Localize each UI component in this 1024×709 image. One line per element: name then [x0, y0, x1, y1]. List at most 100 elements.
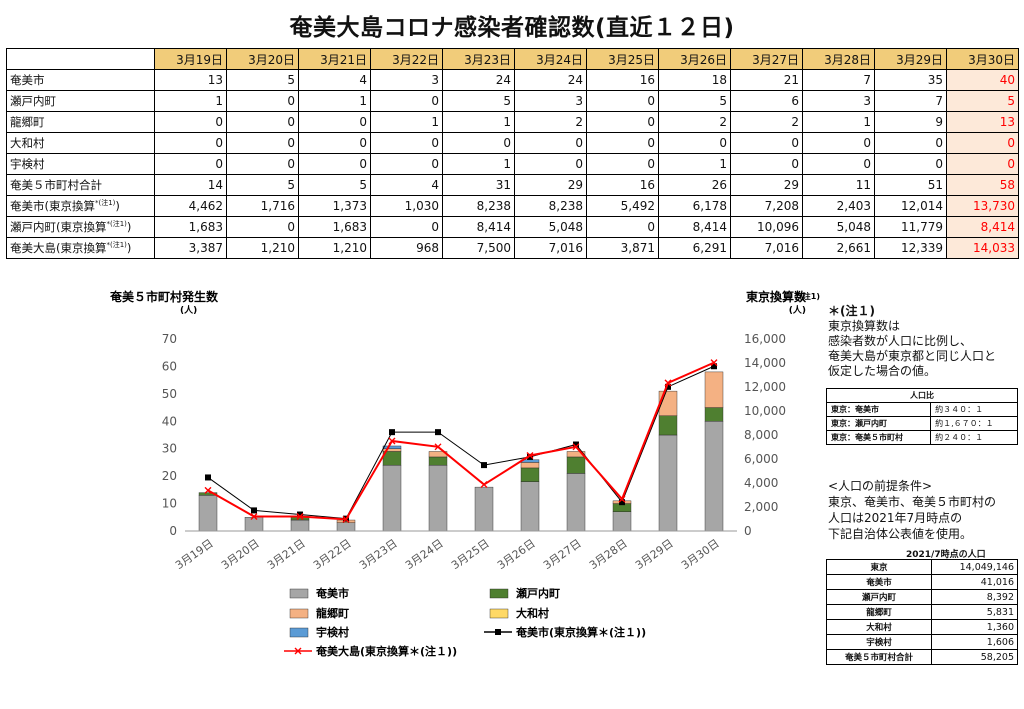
table-cell: 1: [370, 111, 443, 133]
row-label-text: 奄美市(東京換算: [10, 199, 95, 213]
ratio-value: 約３４０：１: [930, 402, 1018, 417]
table-cell: 6: [730, 90, 803, 112]
date-header: 3月30日: [946, 48, 1019, 70]
premise-line: 東京、奄美市、奄美５市町村の: [828, 495, 997, 509]
population-value: 58,205: [931, 649, 1018, 665]
table-cell: 24: [442, 69, 515, 91]
row-label-text: 奄美５市町村合計: [10, 178, 102, 192]
right-axis-unit: (人): [789, 304, 806, 316]
bar-segment: [474, 486, 494, 532]
table-cell: 1,373: [298, 195, 371, 217]
row-label: 奄美市: [6, 69, 155, 91]
bar-segment: [382, 445, 402, 449]
population-row: 奄美市 41,016: [825, 574, 1018, 590]
table-cell: 1,210: [298, 237, 371, 259]
table-cell: 8,238: [442, 195, 515, 217]
table-cell: 0: [946, 153, 1019, 175]
line-point: [389, 429, 395, 436]
table-cell: 4: [370, 174, 443, 196]
table-cell: 0: [586, 132, 659, 154]
bar-segment: [428, 456, 448, 466]
x-tick-label: 3月20日: [219, 537, 262, 572]
table-cell: 7: [874, 90, 947, 112]
date-header: 3月22日: [370, 48, 443, 70]
table-cell: 13: [154, 69, 227, 91]
right-tick-label: 16,000: [744, 332, 786, 346]
table-cell: 29: [730, 174, 803, 196]
date-header: 3月23日: [442, 48, 515, 70]
table-cell: 1: [442, 153, 515, 175]
x-tick-label: 3月24日: [403, 537, 446, 572]
table-cell: 1,716: [226, 195, 299, 217]
table-cell: 40: [946, 69, 1019, 91]
table-cell: 968: [370, 237, 443, 259]
population-row: 瀬戸内町 8,392: [825, 589, 1018, 605]
row-label: 奄美５市町村合計: [6, 174, 155, 196]
table-row: 奄美市 13 5 4 3 24 24 16 18 21 7 35 40: [6, 69, 1019, 91]
table-cell: 7,016: [514, 237, 587, 259]
table-cell: 0: [154, 111, 227, 133]
line-point: [526, 452, 534, 460]
date-header-row: 3月19日 3月20日 3月21日 3月22日 3月23日 3月24日 3月25…: [6, 48, 1019, 70]
line-point: [435, 429, 441, 436]
table-cell: 5: [658, 90, 731, 112]
table-cell: 51: [874, 174, 947, 196]
bar-segment: [566, 451, 586, 458]
table-cell: 58: [946, 174, 1019, 196]
bar-segment: [520, 481, 540, 532]
table-cell: 31: [442, 174, 515, 196]
table-cell: 1,030: [370, 195, 443, 217]
line-point: [250, 512, 258, 520]
bar-segment: [244, 517, 264, 532]
table-cell: 10,096: [730, 216, 803, 238]
table-cell: 12,339: [874, 237, 947, 259]
table-cell: 1: [442, 111, 515, 133]
bar-segment: [658, 415, 678, 436]
table-row: 奄美大島(東京換算*(注1)) 3,387 1,210 1,210 968 7,500 7,…: [6, 237, 1019, 259]
row-label-close: ): [126, 220, 132, 234]
table-cell: 2,403: [802, 195, 875, 217]
table-cell: 0: [514, 153, 587, 175]
left-tick-label: 70: [162, 332, 177, 346]
table-cell: 5,048: [514, 216, 587, 238]
row-label: 瀬戸内町: [6, 90, 155, 112]
line-point: [205, 474, 211, 481]
table-cell: 0: [226, 90, 299, 112]
table-cell: 3,871: [586, 237, 659, 259]
population-value: 8,392: [931, 589, 1018, 605]
footnote-line: 仮定した場合の値。: [828, 364, 937, 378]
row-label: 大和村: [6, 132, 155, 154]
table-cell: 1: [298, 90, 371, 112]
population-label: 龍郷町: [825, 604, 933, 620]
table-cell: 2: [730, 111, 803, 133]
bar-segment: [566, 456, 586, 474]
ratio-label: 東京：瀬戸内町: [825, 416, 932, 431]
table-cell: 2: [658, 111, 731, 133]
table-cell: 13: [946, 111, 1019, 133]
ratio-label: 東京：奄美市: [825, 402, 932, 417]
table-cell: 3,387: [154, 237, 227, 259]
footnote-head: ＊(注１): [828, 304, 875, 318]
population-row: 宇検村 1,606: [825, 634, 1018, 650]
table-cell: 7,500: [442, 237, 515, 259]
table-cell: 5,048: [802, 216, 875, 238]
left-axis-title: 奄美５市町村発生数: [109, 289, 219, 304]
table-row: 奄美市(東京換算*(注1)) 4,462 1,716 1,373 1,030 8,238 8…: [6, 195, 1019, 217]
table-row: 龍郷町 0 0 0 1 1 2 0 2 2 1 9 13: [6, 111, 1019, 133]
table-cell: 13,730: [946, 195, 1019, 217]
row-label-text: 奄美大島(東京換算: [10, 241, 107, 255]
line-series: [207, 365, 715, 520]
x-tick-label: 3月30日: [679, 537, 722, 572]
table-cell: 0: [658, 132, 731, 154]
footnote-line: 感染者数が人口に比例し、: [828, 334, 973, 348]
row-label-footnote-mark: *(注1): [95, 199, 116, 208]
row-label-text: 大和村: [10, 136, 45, 150]
table-cell: 2: [514, 111, 587, 133]
bar-segment: [520, 467, 540, 482]
row-label-text: 宇検村: [10, 157, 45, 171]
table-cell: 1: [154, 90, 227, 112]
table-cell: 1,210: [226, 237, 299, 259]
table-cell: 18: [658, 69, 731, 91]
population-label: 奄美５市町村合計: [825, 649, 933, 665]
population-value: 14,049,146: [931, 559, 1018, 575]
